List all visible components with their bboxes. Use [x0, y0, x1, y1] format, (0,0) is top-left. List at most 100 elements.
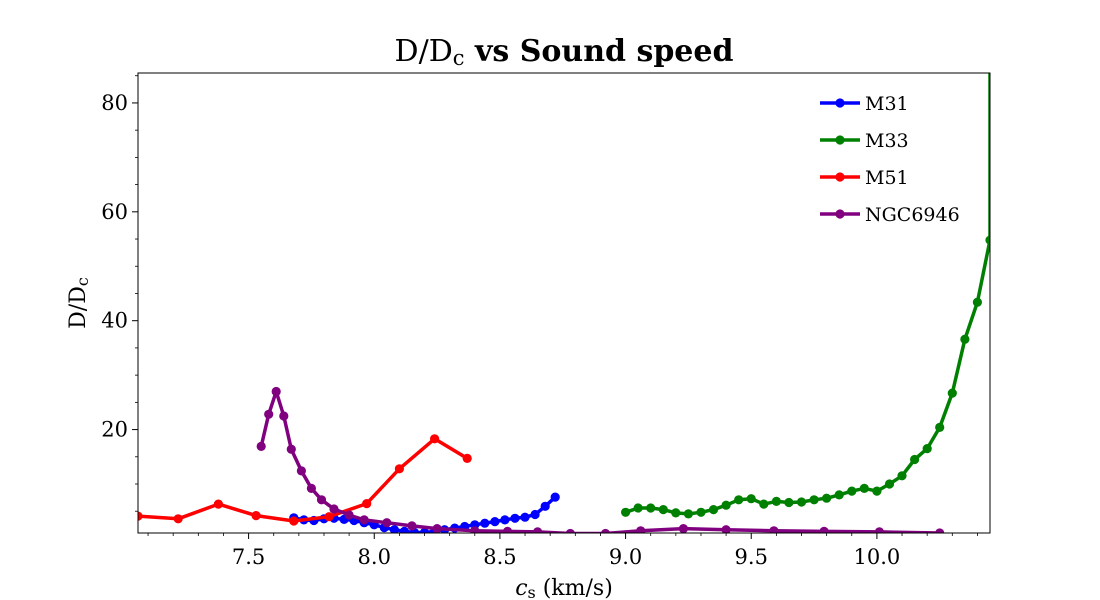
data-point-m33: [633, 503, 643, 513]
x-axis-label-sub: s: [528, 583, 536, 600]
data-point-ngc6946: [470, 526, 480, 533]
data-point-ngc6946: [344, 510, 354, 520]
data-point-ngc6946: [407, 521, 417, 531]
data-point-m33: [734, 495, 744, 505]
data-point-ngc6946: [306, 483, 316, 493]
x-tick-label: 9.5: [735, 545, 768, 569]
data-point-m33: [696, 507, 706, 517]
data-point-ngc6946: [721, 525, 731, 533]
data-point-m31: [530, 509, 540, 520]
legend-label-m33: M33: [865, 130, 909, 152]
chart-title-tail: vs Sound speed: [465, 34, 734, 69]
data-point-m33: [897, 471, 907, 481]
data-point-m33: [960, 334, 970, 344]
data-point-ngc6946: [329, 504, 339, 514]
y-tick-label: 20: [101, 418, 128, 442]
data-point-m33: [935, 422, 945, 432]
data-point-m33: [822, 493, 832, 503]
legend-marker-m51: [835, 172, 845, 182]
data-point-ngc6946: [600, 528, 611, 533]
data-point-m31: [540, 501, 550, 511]
data-point-m33: [646, 503, 656, 513]
legend-item-m51: M51: [820, 167, 909, 189]
x-tick-label: 8.5: [483, 545, 516, 569]
data-point-m33: [872, 486, 882, 496]
plot-area: [138, 73, 990, 533]
legend-marker-ngc6946: [835, 209, 845, 219]
data-point-m33: [910, 454, 920, 465]
x-axis-label: cs (km/s): [515, 576, 613, 600]
legend-item-m33: M33: [820, 130, 909, 152]
data-point-ngc6946: [271, 386, 281, 397]
legend-item-ngc6946: NGC6946: [820, 204, 960, 226]
data-point-m31: [510, 513, 520, 523]
data-point-ngc6946: [636, 526, 646, 533]
series-ngc6946: [256, 386, 945, 533]
data-point-m31: [490, 517, 500, 527]
data-point-ngc6946: [382, 518, 392, 528]
data-point-m33: [972, 297, 983, 307]
data-point-ngc6946: [359, 515, 369, 525]
data-point-m33: [859, 483, 869, 493]
data-point-m33: [784, 497, 794, 508]
data-point-m51: [462, 453, 472, 463]
series-line-m51: [138, 437, 469, 523]
y-tick-label: 40: [101, 309, 128, 333]
legend-label-m51: M51: [865, 167, 909, 189]
series-line-m33: [623, 73, 990, 516]
data-point-m51: [173, 514, 183, 524]
legend-label-ngc6946: NGC6946: [865, 204, 960, 226]
data-point-m33: [985, 235, 990, 245]
y-tick-label: 60: [101, 200, 128, 224]
legend-item-m31: M31: [820, 93, 909, 115]
series-m51: [138, 434, 472, 526]
data-point-m33: [809, 495, 819, 505]
x-tick-label: 7.5: [232, 545, 265, 569]
x-tick-label: 9.0: [609, 545, 642, 569]
data-point-ngc6946: [533, 527, 543, 533]
chart-title-lead: D/D: [395, 34, 453, 69]
data-point-ngc6946: [565, 528, 575, 533]
data-point-m51: [362, 499, 372, 509]
data-point-m51: [289, 516, 299, 526]
x-axis-label-main: c: [515, 576, 527, 600]
y-axis-label: D/Dc: [66, 277, 92, 329]
plot-frame: [137, 72, 991, 534]
data-point-ngc6946: [819, 526, 829, 533]
data-point-m31: [480, 518, 490, 528]
series-line-ngc6946: [259, 389, 942, 533]
data-point-ngc6946: [432, 524, 442, 533]
data-point-m33: [847, 486, 857, 496]
data-point-m33: [796, 497, 807, 507]
data-point-m51: [213, 499, 223, 509]
data-point-m33: [746, 494, 756, 504]
x-tick-label: 8.0: [358, 545, 391, 569]
data-point-ngc6946: [935, 528, 945, 533]
data-point-m31: [550, 492, 560, 502]
x-axis-label-tail: (km/s): [536, 576, 613, 600]
data-point-m33: [708, 505, 719, 515]
data-point-m31: [500, 515, 510, 525]
data-point-ngc6946: [316, 495, 327, 505]
data-point-m33: [658, 505, 668, 515]
data-point-m33: [922, 444, 932, 454]
data-point-m33: [771, 496, 782, 506]
y-axis-label-lead: D/D: [66, 286, 91, 329]
data-point-m33: [721, 500, 731, 510]
chart-title-sub: c: [453, 46, 465, 70]
legend-marker-m31: [835, 98, 845, 108]
axes: 7.5 8.0 8.5 9.0 9.5 10.0 20 40 60 80: [101, 72, 991, 569]
legend: M31 M33 M51 NGC6946: [820, 93, 960, 226]
data-point-m33: [834, 490, 844, 500]
data-point-ngc6946: [296, 466, 306, 476]
data-point-ngc6946: [256, 441, 266, 451]
data-point-ngc6946: [769, 526, 779, 533]
data-point-m33: [884, 479, 895, 489]
data-point-m51: [394, 464, 404, 474]
legend-marker-m33: [835, 135, 845, 145]
legend-label-m31: M31: [865, 93, 909, 115]
y-tick-label: 80: [101, 91, 128, 115]
data-point-m31: [399, 526, 409, 533]
data-point-ngc6946: [279, 411, 289, 421]
